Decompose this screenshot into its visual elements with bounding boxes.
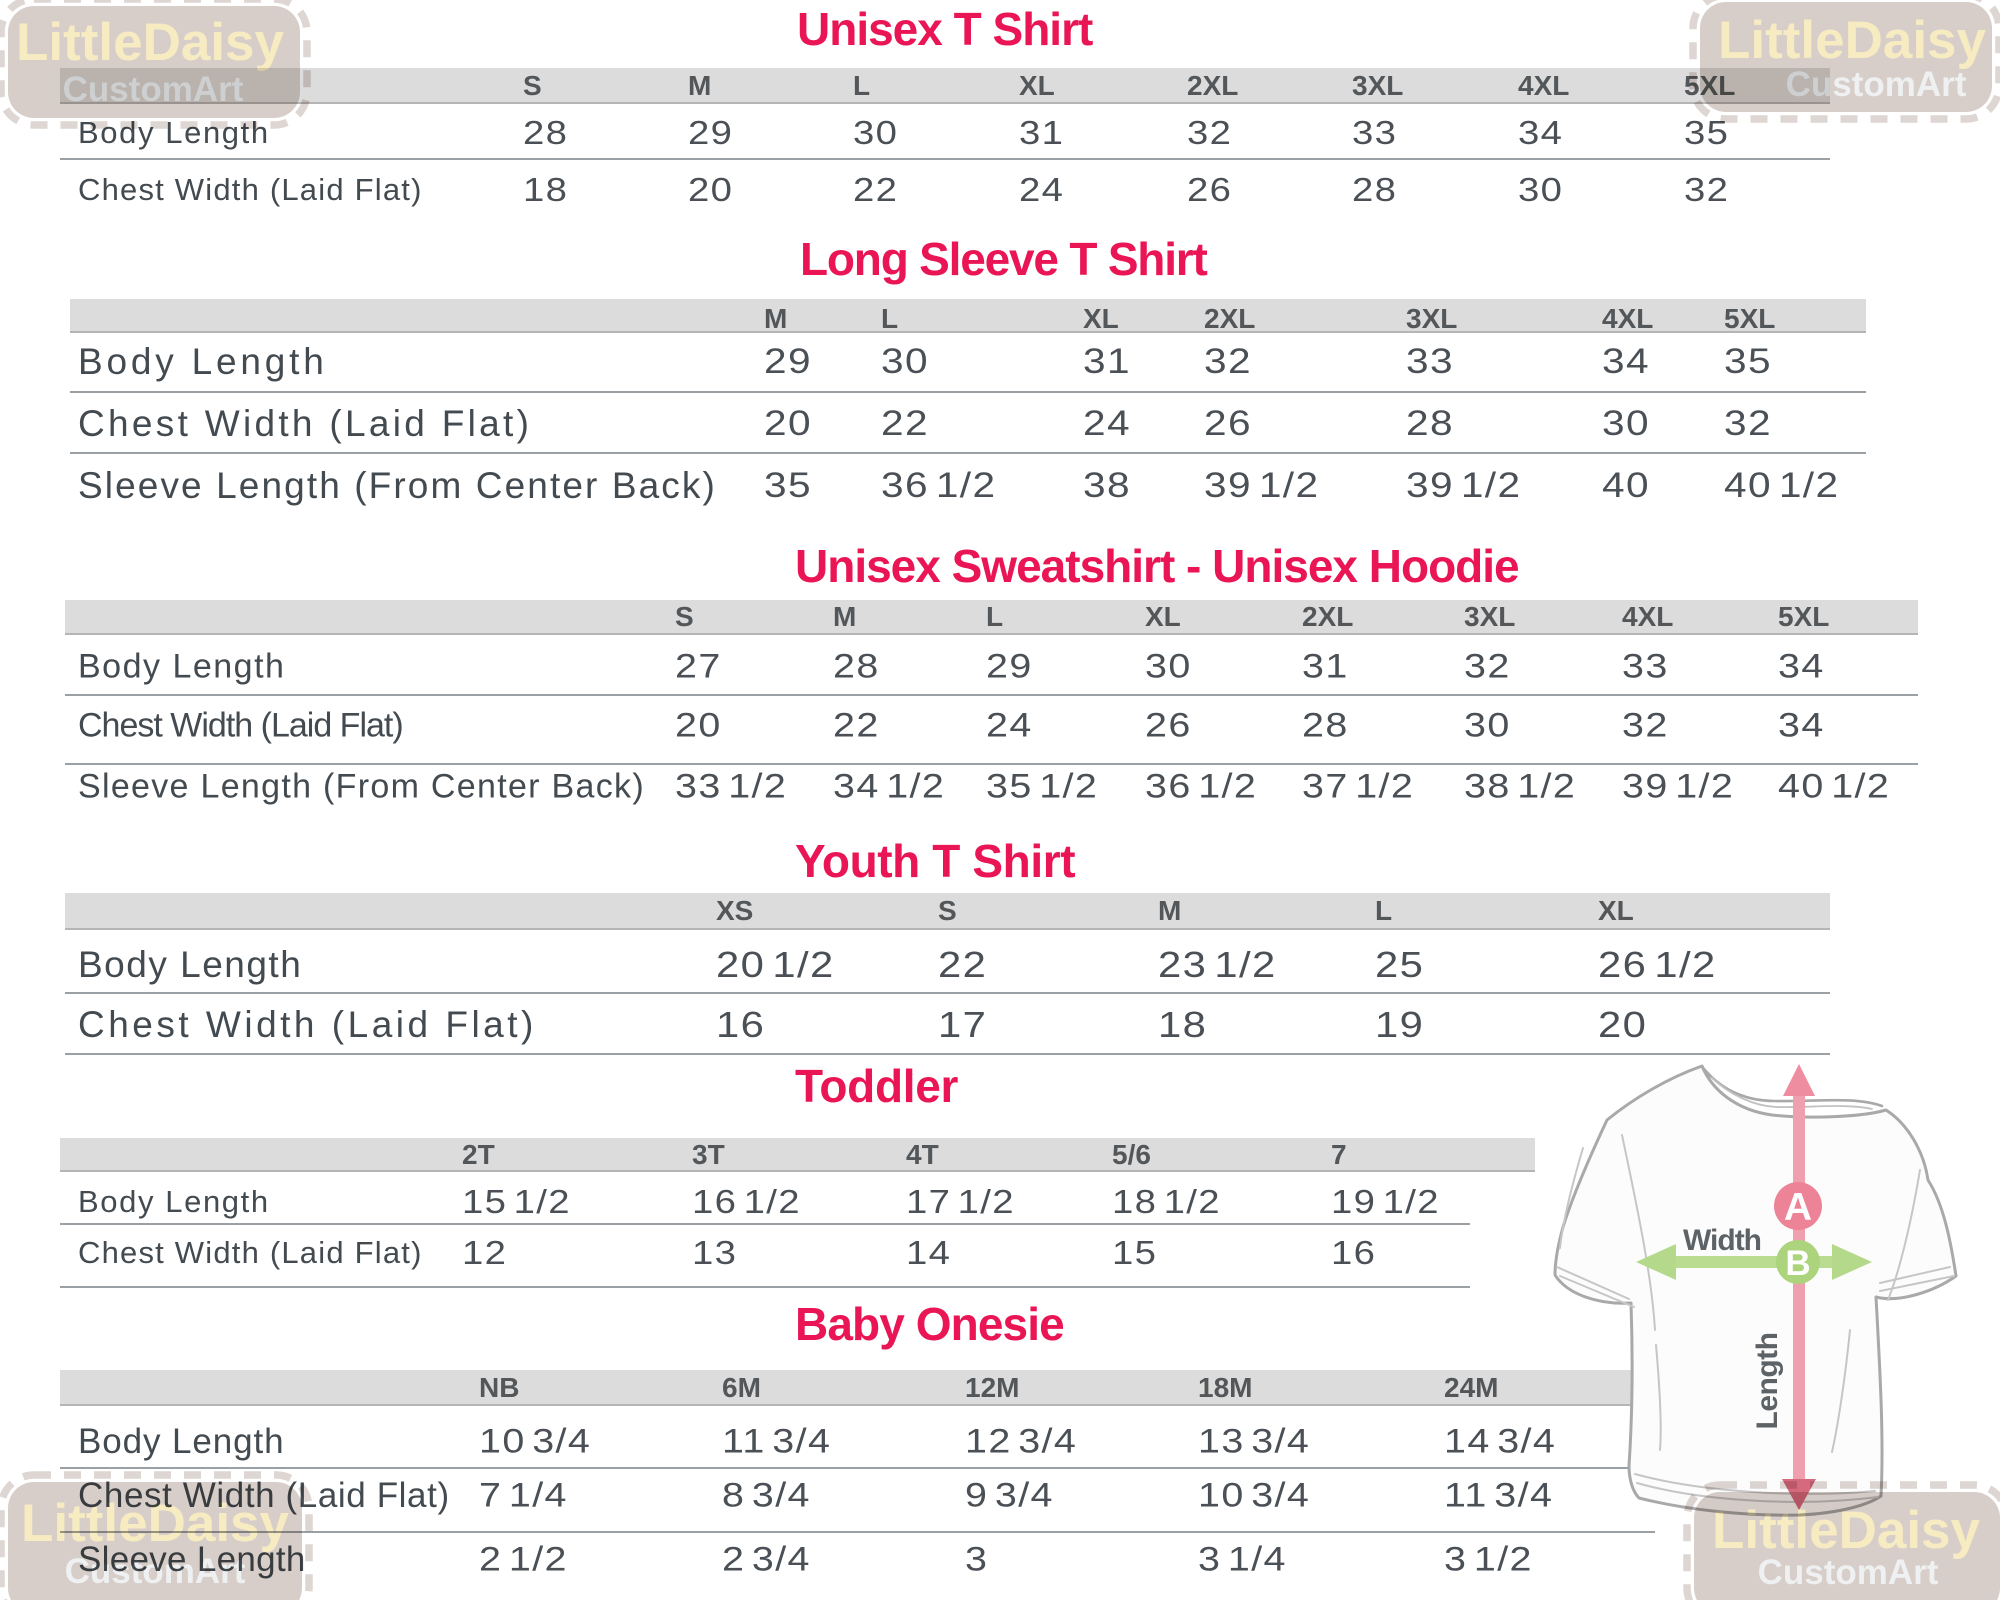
svg-text:LittleDaisy: LittleDaisy <box>1712 1501 1981 1560</box>
svg-text:CustomArt: CustomArt <box>1786 65 1967 104</box>
svg-text:CustomArt: CustomArt <box>65 1552 246 1591</box>
svg-text:CustomArt: CustomArt <box>63 70 244 109</box>
svg-text:Length: Length <box>1751 1333 1784 1430</box>
svg-text:CustomArt: CustomArt <box>1758 1553 1939 1592</box>
svg-text:LittleDaisy: LittleDaisy <box>16 13 285 72</box>
svg-text:B: B <box>1785 1244 1810 1283</box>
svg-text:LittleDaisy: LittleDaisy <box>1718 11 1987 70</box>
svg-text:LittleDaisy: LittleDaisy <box>21 1494 290 1553</box>
svg-text:A: A <box>1784 1186 1812 1229</box>
svg-text:Width: Width <box>1683 1224 1761 1257</box>
